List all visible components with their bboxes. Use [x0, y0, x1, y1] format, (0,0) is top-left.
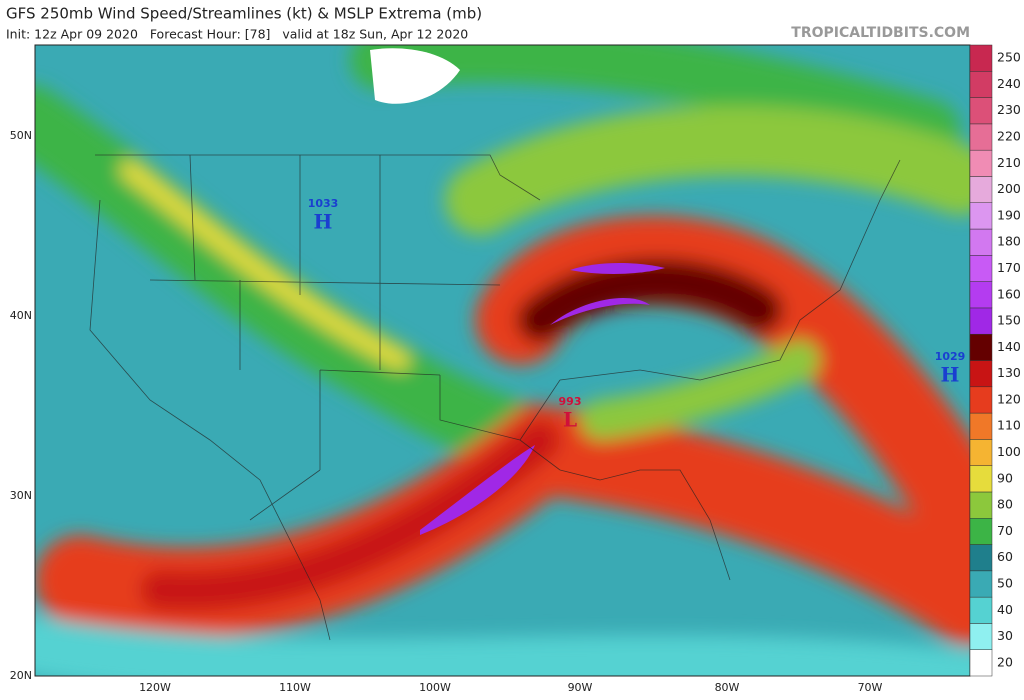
- colorbar-swatch: [969, 360, 993, 388]
- lat-label: 50N: [10, 129, 32, 142]
- colorbar-label: 240: [997, 76, 1021, 91]
- wind-field: [35, 45, 970, 676]
- colorbar: 20 30 40 50 60 70 80 90 100 110 120 130 140 150 160 170…: [969, 44, 1021, 677]
- colorbar-swatch: [969, 596, 993, 624]
- colorbar-swatch: [969, 71, 993, 98]
- pressure-value: 1033: [308, 197, 339, 210]
- colorbar-label: 190: [997, 207, 1021, 222]
- colorbar-label: 180: [997, 234, 1021, 249]
- colorbar-label: 140: [997, 339, 1021, 354]
- colorbar-swatch: [969, 439, 993, 466]
- colorbar-swatch: [969, 97, 993, 125]
- colorbar-swatch: [969, 202, 993, 230]
- colorbar-label: 40: [997, 602, 1013, 617]
- lon-label: 80W: [715, 681, 740, 694]
- colorbar-swatch: [969, 123, 993, 151]
- title: GFS 250mb Wind Speed/Streamlines (kt) & …: [6, 5, 482, 23]
- lat-label: 40N: [10, 309, 32, 322]
- colorbar-swatch: [969, 44, 993, 72]
- colorbar-label: 170: [997, 260, 1021, 275]
- lat-label: 30N: [10, 489, 32, 502]
- lon-label: 100W: [419, 681, 451, 694]
- colorbar-swatch: [969, 570, 993, 598]
- lon-label: 90W: [568, 681, 593, 694]
- colorbar-swatch: [969, 281, 993, 309]
- site-credit: TROPICALTIDBITS.COM: [791, 25, 970, 41]
- lon-label: 70W: [858, 681, 883, 694]
- colorbar-swatch: [969, 518, 993, 545]
- colorbar-label: 20: [997, 654, 1013, 669]
- colorbar-swatch: [969, 491, 993, 519]
- colorbar-swatch: [969, 333, 993, 361]
- colorbar-label: 30: [997, 628, 1013, 643]
- colorbar-label: 230: [997, 102, 1021, 117]
- colorbar-label: 100: [997, 444, 1021, 459]
- lat-label: 20N: [10, 669, 32, 682]
- colorbar-swatch: [969, 228, 993, 256]
- lon-label: 120W: [139, 681, 171, 694]
- pressure-center: L: [563, 408, 577, 432]
- colorbar-swatch: [969, 176, 993, 203]
- colorbar-swatch: [969, 649, 993, 677]
- colorbar-label: 150: [997, 313, 1021, 328]
- colorbar-label: 50: [997, 575, 1013, 590]
- colorbar-label: 110: [997, 418, 1021, 433]
- colorbar-swatch: [969, 386, 993, 414]
- pressure-value: 1029: [935, 350, 966, 363]
- colorbar-label: 120: [997, 391, 1021, 406]
- colorbar-swatch: [969, 307, 993, 335]
- colorbar-swatch: [969, 465, 993, 493]
- pressure-center: H: [314, 210, 333, 234]
- colorbar-label: 250: [997, 50, 1021, 65]
- subtitle: Init: 12z Apr 09 2020 Forecast Hour: [78…: [6, 27, 468, 42]
- pressure-center: H: [941, 363, 960, 387]
- colorbar-swatch: [969, 623, 993, 650]
- colorbar-swatch: [969, 544, 993, 572]
- colorbar-label: 220: [997, 129, 1021, 144]
- colorbar-label: 80: [997, 497, 1013, 512]
- colorbar-label: 70: [997, 523, 1013, 538]
- colorbar-label: 60: [997, 549, 1013, 564]
- colorbar-label: 200: [997, 181, 1021, 196]
- lon-label: 110W: [279, 681, 311, 694]
- colorbar-label: 210: [997, 155, 1021, 170]
- colorbar-label: 130: [997, 365, 1021, 380]
- colorbar-swatch: [969, 255, 993, 282]
- colorbar-label: 90: [997, 470, 1013, 485]
- colorbar-swatch: [969, 149, 993, 177]
- colorbar-swatch: [969, 412, 993, 440]
- colorbar-label: 160: [997, 286, 1021, 301]
- pressure-value: 993: [559, 395, 582, 408]
